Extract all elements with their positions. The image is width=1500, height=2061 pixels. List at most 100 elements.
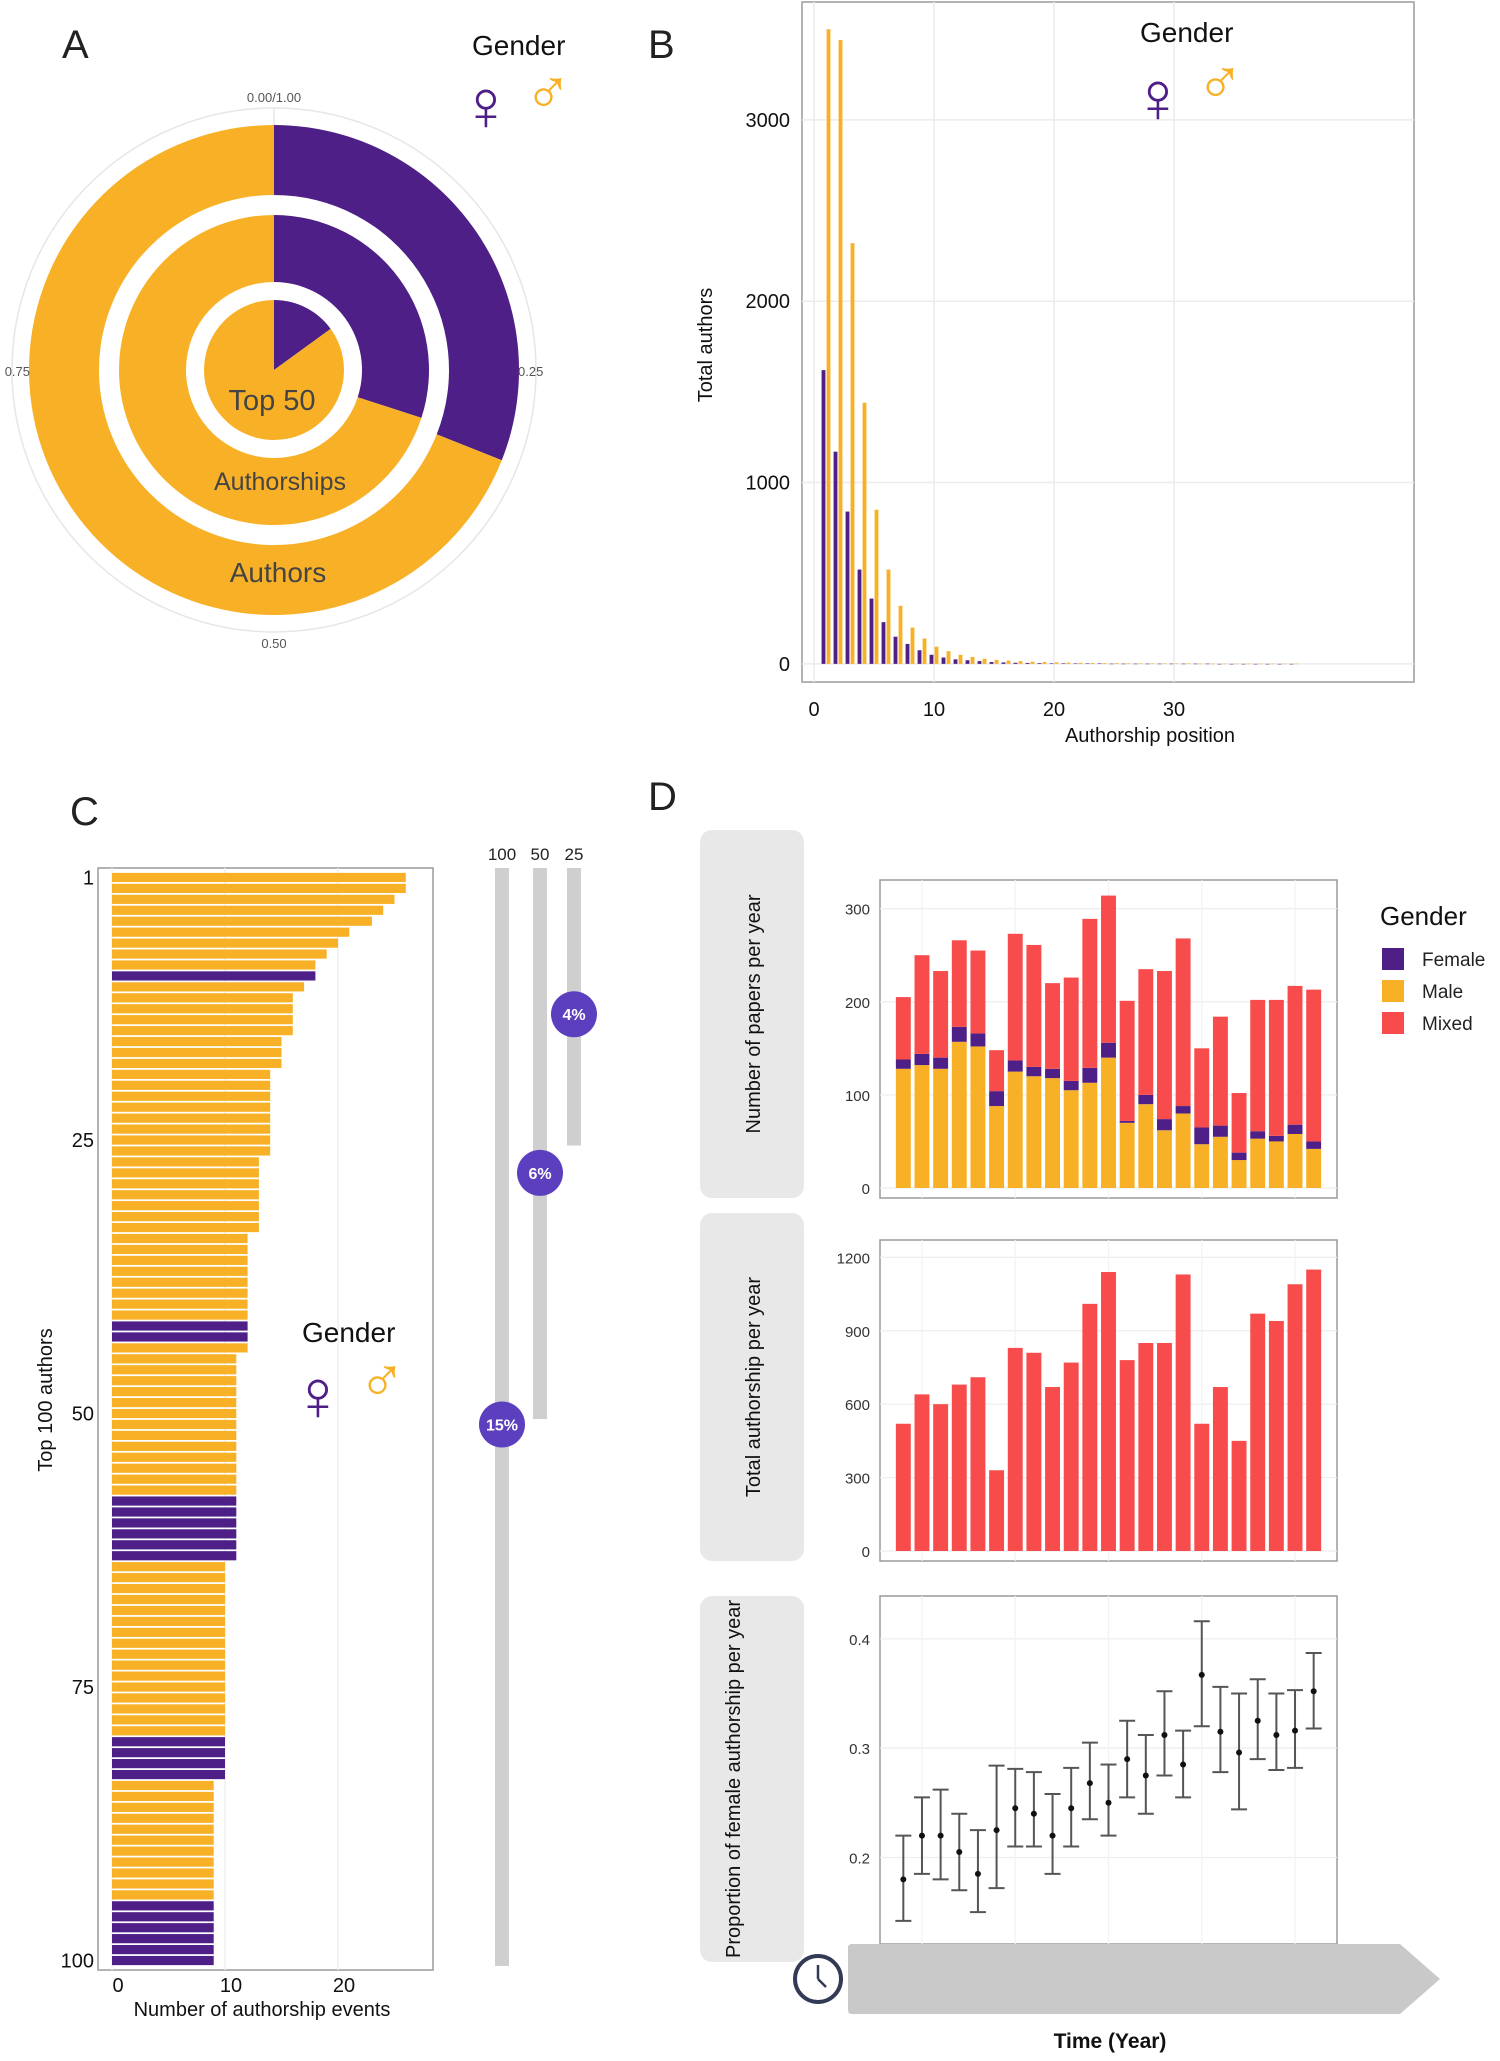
bar-male xyxy=(1210,663,1215,665)
y-tick-label: 75 xyxy=(72,1677,94,1699)
bar-male xyxy=(112,1649,225,1659)
bar-mixed xyxy=(1156,1342,1172,1551)
x-tick-label: 20 xyxy=(1043,699,1065,721)
bar-male xyxy=(112,1277,248,1287)
bar-female xyxy=(1121,663,1126,665)
bar-female xyxy=(1265,663,1270,665)
bar-male xyxy=(112,1190,259,1200)
bar-female xyxy=(1205,663,1210,665)
bar-female xyxy=(989,1091,1005,1107)
top-share-label: 100 xyxy=(488,845,516,864)
bar-female xyxy=(845,511,850,664)
bar-male xyxy=(112,1102,271,1112)
bar-mixed xyxy=(1194,1048,1210,1128)
data-point xyxy=(1086,1780,1093,1787)
c-xlabel: Number of authorship events xyxy=(134,1999,391,2021)
bar-male xyxy=(1018,661,1023,664)
bar-male xyxy=(112,1080,271,1090)
bar-male xyxy=(1030,661,1035,664)
legend-a: Gender ♀ ♂ xyxy=(459,30,572,146)
bar-male xyxy=(1066,662,1071,664)
bar-female xyxy=(1212,1125,1228,1137)
bar-male xyxy=(112,1583,225,1594)
bar-mixed xyxy=(1082,918,1098,1068)
bar-male xyxy=(112,1430,237,1441)
bar-male xyxy=(970,1046,986,1188)
y-tick-label: 100 xyxy=(61,1951,94,1973)
bar-male xyxy=(112,1168,259,1178)
time-arrow xyxy=(848,1944,1440,2014)
panel-letter-a: A xyxy=(62,23,89,67)
bar-female xyxy=(933,1057,949,1069)
bar-male xyxy=(112,1638,225,1648)
bar-male xyxy=(112,1704,225,1714)
bar-female xyxy=(112,1332,248,1342)
y-tick-label: 600 xyxy=(845,1397,870,1414)
bar-female xyxy=(112,1759,225,1769)
y-tick-label: 50 xyxy=(72,1404,94,1426)
data-point xyxy=(1012,1805,1019,1812)
bar-male xyxy=(1162,663,1167,665)
bar-mixed xyxy=(1231,1440,1247,1551)
bar-male xyxy=(112,1452,237,1462)
bar-male xyxy=(1270,663,1275,665)
bar-male xyxy=(1194,1144,1210,1188)
bar-male xyxy=(994,659,999,664)
y-tick-label: 0 xyxy=(862,1544,870,1561)
bar-male xyxy=(112,1715,225,1725)
bar-female xyxy=(1001,662,1006,664)
bar-male xyxy=(1231,1160,1247,1188)
bar-male xyxy=(1126,663,1131,664)
bar-female xyxy=(965,660,970,664)
bar-male xyxy=(1198,663,1203,665)
bar-female xyxy=(1097,663,1102,665)
clock-icon xyxy=(793,1954,843,2004)
bar-male xyxy=(112,1671,225,1681)
bars-b xyxy=(821,29,1299,665)
bar-male xyxy=(112,1857,214,1867)
bar-male xyxy=(1101,1057,1116,1188)
bar-male xyxy=(1054,662,1059,664)
legend-label-male: Male xyxy=(1422,982,1463,1003)
top-share-value: 15% xyxy=(486,1417,518,1434)
bar-male xyxy=(1186,663,1191,665)
bar-male xyxy=(112,894,395,904)
bar-female xyxy=(112,1955,214,1966)
data-point xyxy=(1198,1671,1205,1678)
bar-female xyxy=(1193,663,1198,665)
bar-mixed xyxy=(989,1470,1005,1551)
bar-mixed xyxy=(1250,1313,1266,1551)
bar-mixed xyxy=(1045,983,1061,1069)
top-share-badge xyxy=(479,1401,525,1448)
bar-male xyxy=(112,1047,282,1058)
y-tick-label: 0.4 xyxy=(849,1632,870,1649)
top-share-value: 6% xyxy=(528,1166,551,1183)
bar-male xyxy=(982,658,987,664)
bar-male xyxy=(112,1015,293,1025)
bar-male xyxy=(112,1890,214,1900)
bar-female xyxy=(1063,1080,1079,1091)
bar-female xyxy=(112,1551,237,1561)
bar-female xyxy=(1119,1120,1135,1123)
bar-female xyxy=(893,636,898,664)
bar-male xyxy=(112,1146,271,1156)
data-point xyxy=(1254,1717,1261,1724)
bar-male xyxy=(1212,1136,1228,1188)
bar-mixed xyxy=(970,950,986,1034)
data-point xyxy=(1161,1732,1168,1739)
y-tick-label: 25 xyxy=(72,1130,94,1152)
bar-male xyxy=(112,1879,214,1889)
bar-male xyxy=(112,1835,214,1845)
bar-male xyxy=(1282,663,1287,665)
bar-male xyxy=(112,1058,282,1069)
bar-male xyxy=(112,960,316,970)
bar-female xyxy=(881,622,886,664)
bar-male xyxy=(989,1106,1005,1188)
bar-male xyxy=(112,1627,225,1637)
x-tick-label: 0 xyxy=(808,699,819,721)
data-point xyxy=(974,1870,981,1877)
bars-c xyxy=(112,872,406,1966)
strip-d3 xyxy=(700,1596,804,1962)
bar-male xyxy=(112,1824,214,1834)
female-symbol: ♀ xyxy=(459,66,513,146)
